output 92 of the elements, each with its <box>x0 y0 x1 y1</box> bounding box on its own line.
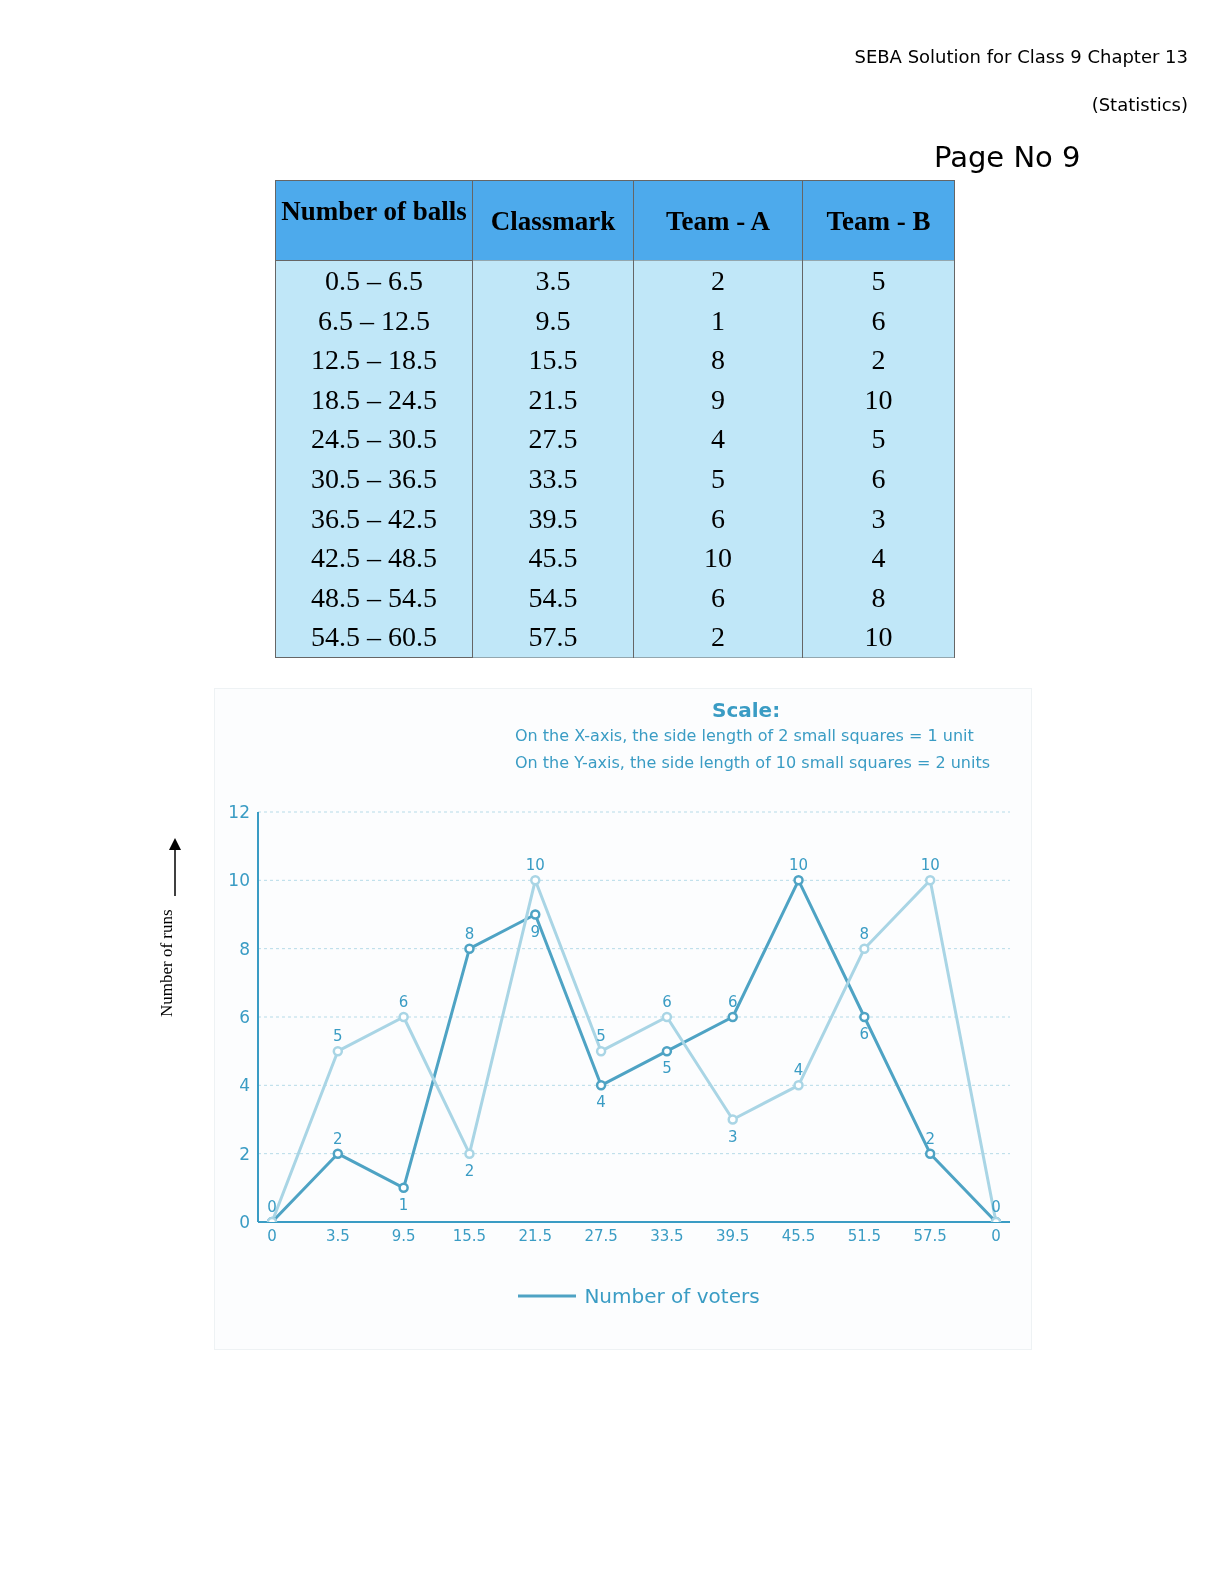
data-label: 4 <box>596 1093 606 1112</box>
x-tick-label: Team - B <box>826 206 931 236</box>
x-tick-label: 45.5 <box>781 1226 816 1245</box>
y-tick-label: 0.5 – 6.5 <box>325 265 423 296</box>
data-label: 6 <box>871 304 886 336</box>
x-tick-label: 33.5 <box>650 1226 684 1245</box>
text: Page No 9 <box>934 140 1081 174</box>
y-tick-label: 4 <box>239 1075 250 1096</box>
data-label: 54.5 <box>528 581 578 613</box>
chart-title: Scale: <box>712 698 781 722</box>
data-label: 1 <box>398 1195 409 1214</box>
data-label: 6 <box>711 581 725 613</box>
data-label: 15.5 <box>528 344 578 376</box>
data-label: 2 <box>711 621 725 653</box>
data-label: 9.5 <box>535 304 571 336</box>
data-label: 5 <box>662 1059 672 1078</box>
y-axis-title: Number of runs <box>157 909 177 1017</box>
y-tick-label: 6 <box>239 1007 250 1028</box>
data-label: 5 <box>596 1027 606 1046</box>
data-label: 8 <box>464 924 475 943</box>
data-label: 8 <box>859 924 870 943</box>
data-label: 8 <box>871 581 886 613</box>
data-label: 21.5 <box>528 383 578 415</box>
y-tick-label: 30.5 – 36.5 <box>311 463 437 494</box>
y-tick-label: 8 <box>239 938 250 959</box>
y-tick-label: 18.5 – 24.5 <box>311 383 437 415</box>
x-tick-label: 27.5 <box>584 1226 618 1245</box>
data-label: 4 <box>711 423 725 455</box>
y-tick-label: 2 <box>239 1143 250 1164</box>
legend-label: Number of voters <box>584 1284 760 1308</box>
data-label: 6 <box>727 993 738 1011</box>
data-label: 10 <box>525 856 545 875</box>
y-axis-title: Number of balls <box>281 196 467 226</box>
data-label: 9 <box>530 922 541 941</box>
data-label: 27.5 <box>528 423 578 455</box>
y-tick-label: 6.5 – 12.5 <box>318 304 430 336</box>
data-label: 33.5 <box>528 463 578 494</box>
text: SEBA Solution for Class 9 Chapter 13 <box>854 46 1188 67</box>
data-label: 2 <box>871 344 886 376</box>
data-label: 10 <box>920 856 940 875</box>
data-label: 0 <box>267 1198 277 1216</box>
y-tick-label: 24.5 – 30.5 <box>311 423 437 455</box>
data-label: 4 <box>871 542 886 574</box>
data-label: 9 <box>711 383 725 415</box>
data-label: 3.5 <box>535 265 571 296</box>
y-tick-label: 36.5 – 42.5 <box>311 502 437 534</box>
y-tick-label: 10 <box>228 870 250 891</box>
x-tick-label: 9.5 <box>391 1226 416 1245</box>
data-label: 5 <box>711 463 725 494</box>
x-tick-label: Team - A <box>665 206 771 236</box>
data-label: 6 <box>859 1025 870 1043</box>
x-tick-label: 0 <box>267 1226 277 1245</box>
data-label: 10 <box>864 621 893 653</box>
data-label: 8 <box>711 344 725 376</box>
text: On the X-axis, the side length of 2 small squares = 1 unit <box>515 726 974 745</box>
data-label: 45.5 <box>528 542 578 574</box>
data-label: 5 <box>333 1027 343 1046</box>
data-label: 39.5 <box>528 502 578 534</box>
data-label: 3 <box>871 502 886 534</box>
y-tick-label: 42.5 – 48.5 <box>311 542 437 574</box>
data-label: 5 <box>871 423 886 455</box>
x-tick-label: 21.5 <box>518 1226 552 1245</box>
y-tick-label: 12 <box>228 802 250 823</box>
data-label: 3 <box>727 1127 738 1146</box>
data-label: 6 <box>871 463 886 494</box>
x-tick-label: 39.5 <box>716 1226 750 1245</box>
data-label: 4 <box>793 1061 804 1080</box>
data-label: 57.5 <box>528 621 578 653</box>
y-tick-label: 48.5 – 54.5 <box>311 581 437 613</box>
data-label: 2 <box>711 265 725 296</box>
y-tick-label: 54.5 – 60.5 <box>311 621 437 653</box>
data-label: 2 <box>925 1129 935 1148</box>
x-tick-label: 15.5 <box>452 1226 487 1245</box>
data-label: 6 <box>662 993 672 1011</box>
x-tick-label: 3.5 <box>325 1226 350 1245</box>
x-tick-label: 0 <box>991 1226 1001 1245</box>
x-tick-label: 51.5 <box>847 1226 882 1245</box>
y-tick-label: 12.5 – 18.5 <box>311 344 437 376</box>
data-label: 6 <box>398 993 409 1011</box>
data-label: 1 <box>711 304 725 336</box>
x-tick-label: Classmark <box>490 206 616 236</box>
data-label: 2 <box>464 1161 475 1180</box>
x-tick-label: 57.5 <box>913 1226 947 1245</box>
data-label: 2 <box>333 1129 343 1148</box>
data-label: 10 <box>864 383 893 415</box>
data-label: 10 <box>704 542 732 574</box>
data-label: 10 <box>789 856 809 875</box>
data-label: 6 <box>711 502 725 534</box>
text: On the Y-axis, the side length of 10 small squares = 2 units <box>515 753 991 772</box>
data-label: 5 <box>871 265 886 296</box>
text: (Statistics) <box>1091 94 1188 115</box>
data-label: 0 <box>991 1198 1001 1216</box>
